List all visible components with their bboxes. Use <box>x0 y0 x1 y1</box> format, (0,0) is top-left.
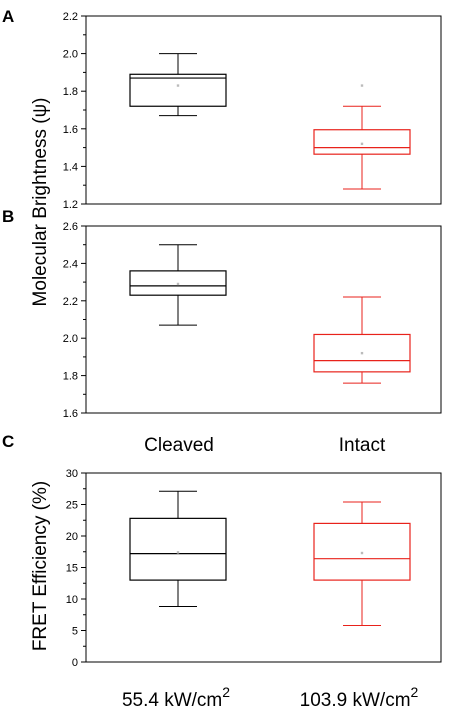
panel-a-box-intact-outlier <box>360 84 364 87</box>
panel-c-category-1-text: 103.9 kW/cm <box>300 690 411 711</box>
panel-a-box-cleaved <box>129 53 227 117</box>
panel-c-category-label-0: 55.4 kW/cm2 <box>122 684 230 711</box>
panel-c-category-0-text: 55.4 kW/cm <box>122 690 222 711</box>
shared-y-axis-title: Molecular Brightness (ψ) <box>30 98 51 307</box>
panel-a-y-tick-label: 1.2 <box>63 199 78 211</box>
panel-a-y-tick-label: 2.0 <box>63 49 78 61</box>
panel-c-box-intact <box>313 501 411 626</box>
panel-c-y-tick-label: 20 <box>66 531 78 543</box>
panel-c-box-intact-iqr <box>313 522 411 581</box>
panel-b-y-tick-label: 2.2 <box>63 296 78 308</box>
panel-a-y-tick-label: 1.6 <box>63 124 78 136</box>
panel-c-y-tick-label: 0 <box>72 657 78 669</box>
panel-b: B 1.6 1.8 2.0 2.2 2.4 2.6 <box>2 207 442 420</box>
panel-b-box-intact <box>313 296 411 384</box>
panel-c-y-axis-title: FRET Efficiency (%) <box>30 481 51 651</box>
panel-a: A 1.2 1.4 1.6 1.8 2.0 2.2 <box>2 7 442 211</box>
panel-a-box-cleaved-iqr <box>129 73 227 107</box>
panel-c-y-tick-label: 15 <box>66 563 78 575</box>
panel-a-box-cleaved-mean-marker <box>176 84 180 87</box>
panel-c-y-tick-label: 30 <box>66 468 78 480</box>
panel-c-box-intact-mean-marker <box>360 551 364 555</box>
panel-b-plot-frame <box>85 225 442 414</box>
panel-b-y-tick-label: 2.4 <box>63 258 78 270</box>
panel-a-box-intact-iqr <box>313 129 411 155</box>
panel-b-y-tick-label: 2.0 <box>63 333 78 345</box>
panel-a-y-tick-label: 1.8 <box>63 86 78 98</box>
panel-c-box-cleaved <box>129 490 227 608</box>
panel-b-box-cleaved <box>129 244 227 326</box>
panel-c-plot-frame <box>85 472 442 663</box>
panel-c-box-cleaved-iqr <box>129 517 227 581</box>
panel-b-box-cleaved-iqr <box>129 270 227 296</box>
panel-c-y-tick-label: 25 <box>66 500 78 512</box>
panel-a-y-tick-label: 2.2 <box>63 11 78 23</box>
panel-c-category-label-1: 103.9 kW/cm2 <box>300 684 419 711</box>
panel-b-category-label-cleaved: Cleaved <box>144 435 214 456</box>
panel-b-box-intact-mean-marker <box>360 351 364 355</box>
panel-b-y-tick-label: 1.8 <box>63 371 78 383</box>
panel-b-box-cleaved-mean-marker <box>176 282 180 286</box>
panel-b-label: B <box>2 207 14 226</box>
panel-c-label: C <box>2 432 14 451</box>
panel-c-y-tick-label: 10 <box>66 594 78 606</box>
panel-c-category-1-superscript: 2 <box>411 684 419 700</box>
panel-b-y-tick-label: 1.6 <box>63 408 78 420</box>
panel-a-plot-frame <box>85 15 442 205</box>
panel-a-box-intact-mean-marker <box>360 142 364 146</box>
panel-c-box-cleaved-mean-marker <box>176 551 180 554</box>
panel-c-category-0-superscript: 2 <box>222 684 230 700</box>
panel-b-category-label-intact: Intact <box>339 435 386 456</box>
panel-a-label: A <box>2 7 14 26</box>
panel-c: C 0 5 10 15 20 25 30 <box>2 432 442 669</box>
panel-a-y-tick-label: 1.4 <box>63 161 78 173</box>
panel-b-box-intact-iqr <box>313 333 411 373</box>
panel-c-y-tick-label: 5 <box>72 626 78 638</box>
panel-b-y-tick-label: 2.6 <box>63 221 78 233</box>
panel-a-box-intact <box>313 84 411 190</box>
